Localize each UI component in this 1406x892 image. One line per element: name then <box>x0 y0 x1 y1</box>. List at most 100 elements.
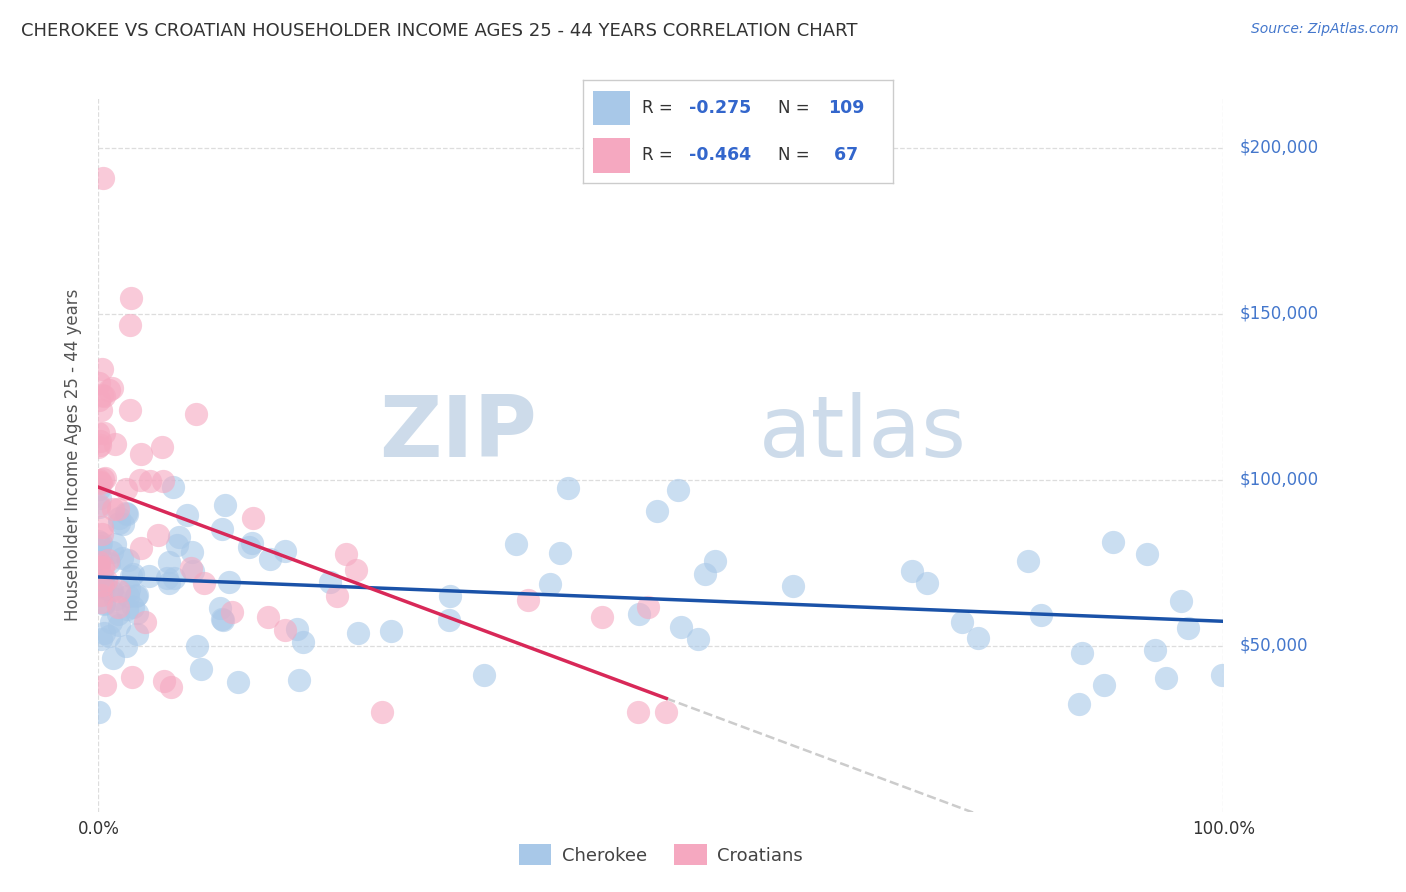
Point <box>129 473 152 487</box>
Point <box>89 539 111 553</box>
Point <box>380 624 402 639</box>
Point <box>152 474 174 488</box>
Point <box>240 535 263 549</box>
Point <box>125 588 148 602</box>
Point <box>517 593 540 607</box>
Point <box>111 551 134 566</box>
Point <box>190 662 212 676</box>
Point <box>89 434 111 448</box>
Point <box>557 481 579 495</box>
Point <box>108 583 131 598</box>
Point <box>87 705 110 719</box>
Point <box>291 635 314 649</box>
Point <box>91 519 114 533</box>
Point <box>627 607 650 621</box>
Point <box>950 615 973 629</box>
Point <box>127 606 149 620</box>
Point <box>91 581 114 595</box>
Point <box>538 576 561 591</box>
Point <box>90 632 112 646</box>
Point <box>285 622 308 636</box>
Point <box>274 623 297 637</box>
Text: $150,000: $150,000 <box>1240 305 1319 323</box>
Point <box>915 576 938 591</box>
Point <box>1017 554 1039 568</box>
Point <box>89 438 111 452</box>
Point <box>87 557 110 571</box>
Point <box>114 640 136 654</box>
Point <box>138 569 160 583</box>
Point <box>91 578 114 592</box>
Point <box>93 626 115 640</box>
Point <box>89 551 111 566</box>
Point <box>108 516 131 531</box>
Point <box>87 556 110 570</box>
Point <box>89 475 111 489</box>
Point <box>112 516 135 531</box>
Text: 109: 109 <box>828 99 865 117</box>
Point <box>1211 668 1233 682</box>
Point <box>655 705 678 719</box>
Point <box>90 588 112 602</box>
Point <box>93 597 115 611</box>
Point <box>156 571 179 585</box>
Point <box>1156 671 1178 685</box>
Text: $200,000: $200,000 <box>1240 139 1319 157</box>
Point <box>101 545 124 559</box>
Point <box>89 491 111 505</box>
Text: $50,000: $50,000 <box>1240 637 1309 655</box>
Point <box>688 632 710 646</box>
Point <box>90 526 112 541</box>
Point <box>134 615 156 629</box>
Point <box>100 584 122 599</box>
Point <box>125 589 148 603</box>
Point <box>89 473 111 487</box>
Point <box>108 510 131 524</box>
Point <box>115 602 138 616</box>
Point <box>439 589 461 603</box>
Point <box>1029 607 1052 622</box>
Point <box>97 553 120 567</box>
Point <box>120 291 142 305</box>
Point <box>645 503 668 517</box>
Point <box>666 483 689 498</box>
Point <box>1101 534 1123 549</box>
Point <box>1071 646 1094 660</box>
Point <box>139 474 162 488</box>
Point <box>108 617 131 632</box>
Point <box>371 705 394 719</box>
Point <box>259 552 281 566</box>
Point <box>87 441 110 455</box>
Point <box>1170 594 1192 608</box>
Point <box>97 556 120 570</box>
Point <box>157 556 180 570</box>
Point <box>89 393 111 408</box>
Point <box>91 559 114 574</box>
Point <box>326 589 349 603</box>
Point <box>115 507 138 521</box>
Point <box>101 381 124 395</box>
Point <box>101 582 124 597</box>
Point <box>180 545 202 559</box>
Point <box>94 581 117 595</box>
Point <box>218 575 240 590</box>
Point <box>107 599 129 614</box>
Text: 67: 67 <box>828 146 858 164</box>
Point <box>181 565 204 579</box>
Point <box>1136 547 1159 561</box>
Point <box>100 615 122 629</box>
Point <box>782 578 804 592</box>
Point <box>125 627 148 641</box>
Point <box>87 500 110 514</box>
Point <box>94 573 117 587</box>
Point <box>122 566 145 581</box>
Text: CHEROKEE VS CROATIAN HOUSEHOLDER INCOME AGES 25 - 44 YEARS CORRELATION CHART: CHEROKEE VS CROATIAN HOUSEHOLDER INCOME … <box>21 22 858 40</box>
Point <box>117 553 139 567</box>
Point <box>120 569 142 583</box>
Point <box>627 705 650 719</box>
Point <box>157 576 180 591</box>
Y-axis label: Householder Income Ages 25 - 44 years: Householder Income Ages 25 - 44 years <box>65 289 83 621</box>
Point <box>97 629 120 643</box>
Point <box>671 620 693 634</box>
Point <box>166 538 188 552</box>
